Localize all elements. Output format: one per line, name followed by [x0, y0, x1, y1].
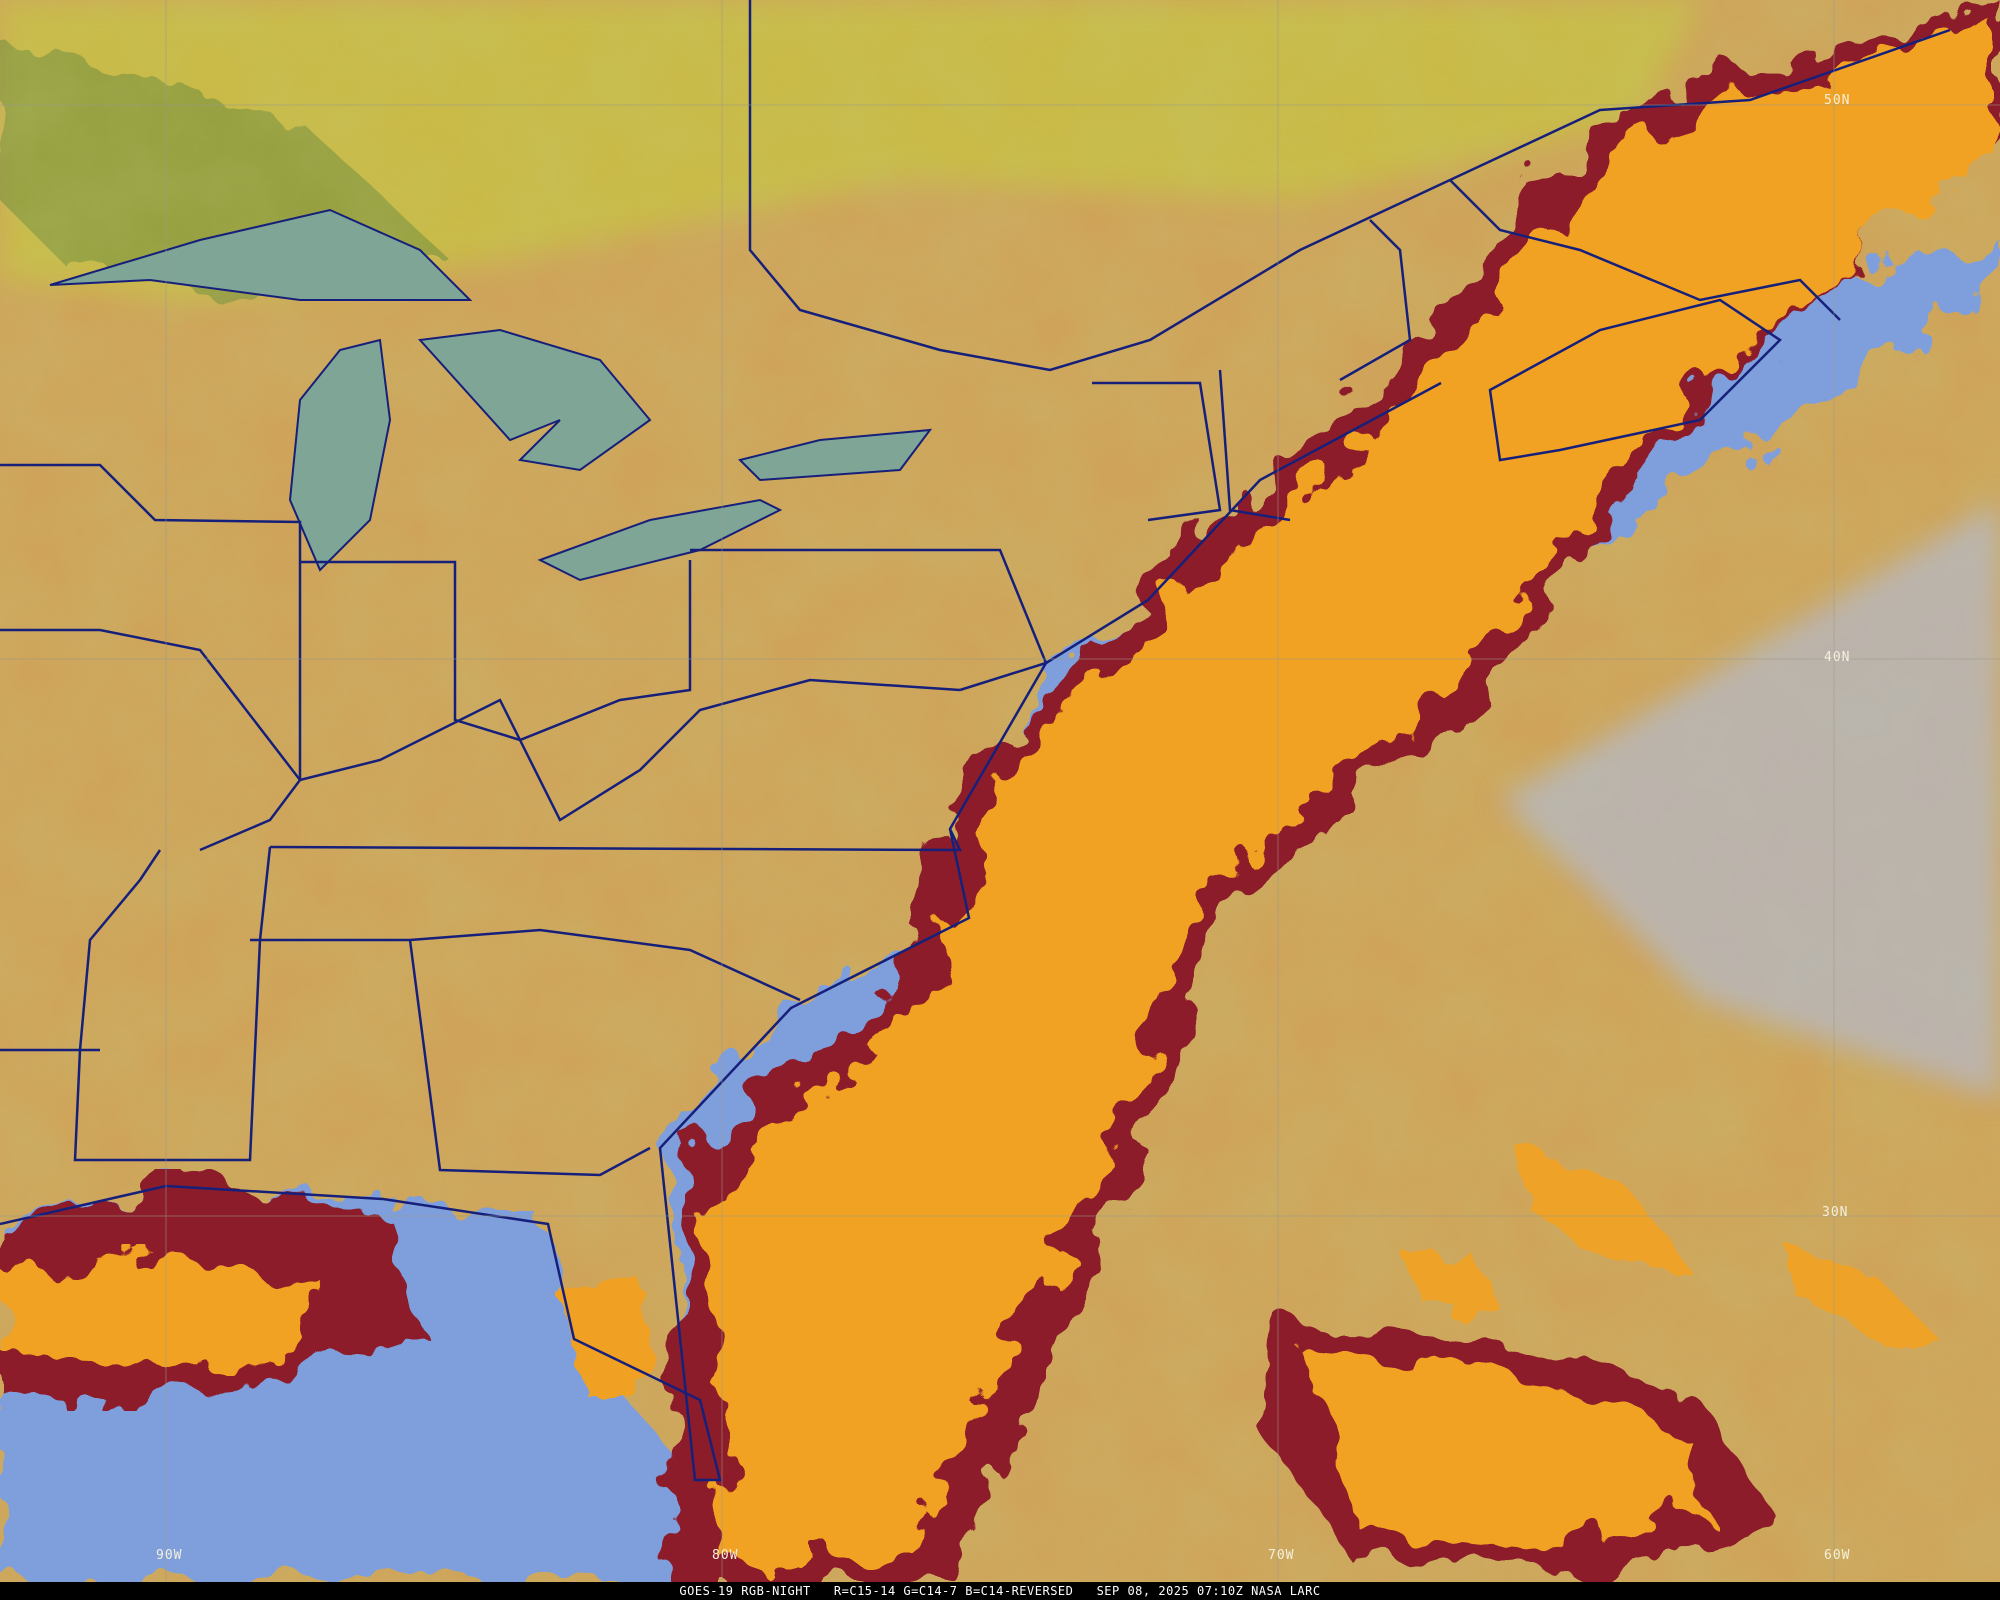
atlantic-cloud-streaks [1400, 1150, 1940, 1350]
longitude-label-60w: 60W [1824, 1548, 1851, 1563]
latitude-label-30n: 30N [1822, 1205, 1849, 1220]
latitude-label-50n: 50N [1824, 93, 1851, 108]
longitude-label-90w: 90W [156, 1548, 183, 1563]
longitude-label-70w: 70W [1268, 1548, 1295, 1563]
florida-west-cloud [560, 1280, 660, 1400]
caption-satellite: GOES-19 RGB-NIGHT [679, 1584, 811, 1598]
atlantic-cloud-cluster-core [1300, 1350, 1700, 1550]
caption-channels: R=C15-14 G=C14-7 B=C14-REVERSED [833, 1584, 1074, 1598]
image-caption-bar: GOES-19 RGB-NIGHT R=C15-14 G=C14-7 B=C14… [0, 1582, 2000, 1600]
caption-source: NASA LARC [1251, 1584, 1321, 1598]
gulf-cloud-core [0, 1250, 330, 1370]
florida-east-cloud [700, 1180, 920, 1460]
caption-datetime: SEP 08, 2025 07:10Z [1096, 1584, 1244, 1598]
great-lakes [49, 208, 933, 582]
latitude-label-40n: 40N [1824, 650, 1851, 665]
ocean-whitish-area [1500, 500, 2000, 1100]
political-boundaries [0, 0, 1951, 1482]
longitude-label-80w: 80W [712, 1548, 739, 1563]
frontal-cloud-core [720, 20, 1990, 1560]
